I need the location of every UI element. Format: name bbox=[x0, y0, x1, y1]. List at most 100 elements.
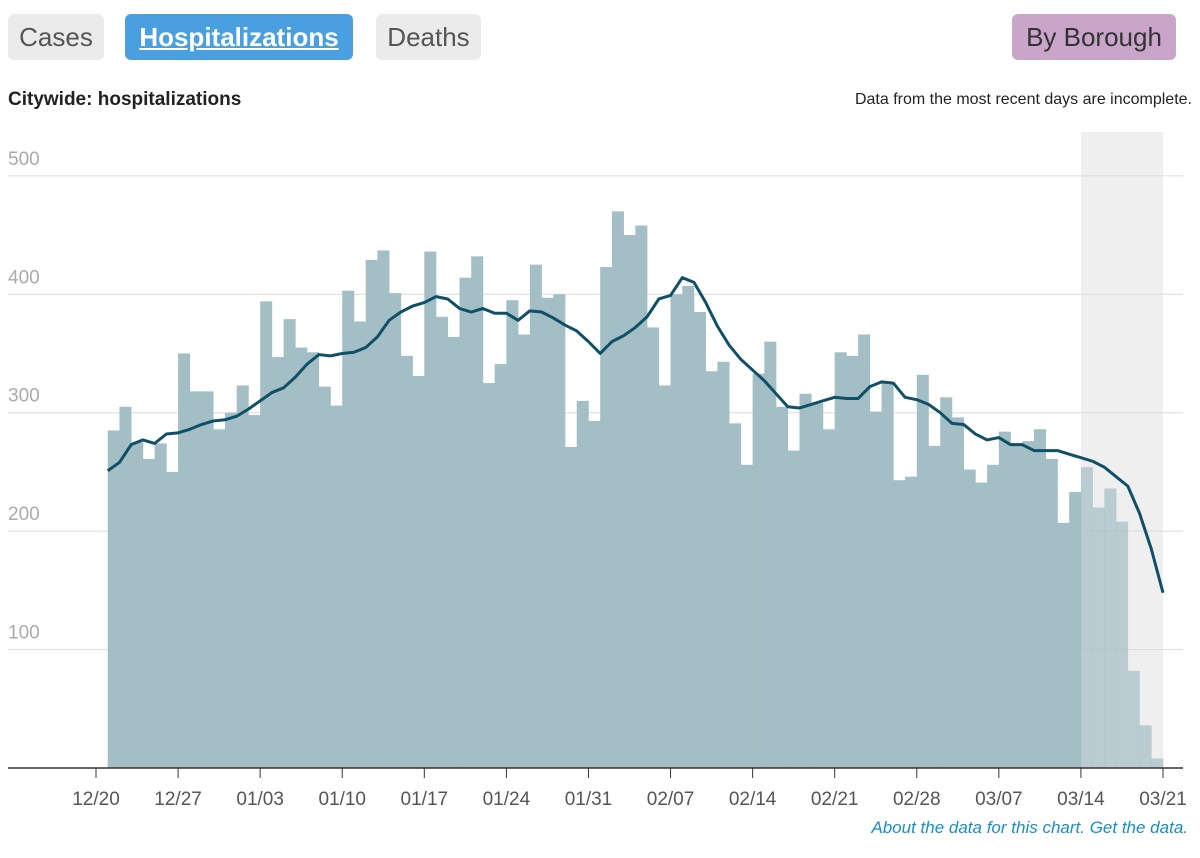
bar bbox=[940, 397, 953, 768]
bar bbox=[893, 480, 906, 768]
x-tick-label: 01/24 bbox=[483, 789, 531, 810]
tab-cases[interactable]: Cases bbox=[8, 14, 104, 60]
bar bbox=[869, 411, 882, 768]
bar bbox=[131, 442, 144, 768]
bar bbox=[471, 256, 484, 768]
bar bbox=[998, 431, 1011, 768]
bar bbox=[1057, 522, 1070, 768]
bar bbox=[1022, 441, 1035, 768]
bar bbox=[1127, 670, 1140, 768]
bar bbox=[307, 352, 320, 768]
bar bbox=[846, 355, 859, 768]
bar bbox=[224, 412, 238, 768]
bar bbox=[271, 357, 284, 768]
bar bbox=[1104, 488, 1117, 768]
bar bbox=[928, 445, 941, 768]
bar bbox=[342, 290, 355, 768]
bar bbox=[600, 267, 613, 768]
bar bbox=[611, 211, 624, 769]
chart-title: Citywide: hospitalizations bbox=[8, 89, 242, 110]
x-tick-label: 12/27 bbox=[154, 789, 202, 810]
bar bbox=[260, 301, 273, 768]
bar bbox=[436, 316, 449, 768]
bar bbox=[1069, 492, 1082, 768]
x-tick-label: 03/14 bbox=[1057, 789, 1105, 810]
bar bbox=[565, 447, 578, 768]
bar bbox=[353, 321, 366, 768]
link[interactable]: Get the data. bbox=[1089, 818, 1188, 837]
bar bbox=[740, 464, 753, 768]
bar bbox=[1034, 429, 1047, 768]
bar bbox=[729, 423, 742, 768]
borough-button[interactable]: By Borough bbox=[1012, 14, 1176, 60]
tab-hospitalizations[interactable]: Hospitalizations bbox=[125, 14, 353, 60]
bar bbox=[811, 403, 824, 768]
bar bbox=[834, 352, 847, 768]
bar bbox=[236, 385, 249, 768]
bar bbox=[365, 259, 378, 768]
x-tick-label: 12/20 bbox=[72, 789, 120, 810]
bar bbox=[447, 336, 460, 768]
bar bbox=[107, 430, 120, 768]
bar bbox=[424, 251, 437, 768]
bar bbox=[623, 235, 636, 768]
bar bbox=[1139, 725, 1152, 768]
bar bbox=[975, 482, 988, 768]
tab-deaths[interactable]: Deaths bbox=[376, 14, 481, 60]
bar bbox=[295, 347, 308, 768]
bar bbox=[787, 450, 800, 768]
bar bbox=[705, 371, 718, 768]
bar bbox=[693, 312, 707, 768]
bar bbox=[717, 361, 730, 768]
bar bbox=[1116, 521, 1129, 768]
x-tick-label: 03/21 bbox=[1139, 789, 1187, 810]
bar bbox=[658, 385, 671, 768]
y-tick-label: 100 bbox=[8, 623, 40, 644]
bar bbox=[389, 293, 402, 768]
bar bbox=[459, 277, 472, 768]
bar bbox=[951, 417, 964, 768]
bar bbox=[330, 405, 343, 768]
bar bbox=[412, 375, 425, 768]
bar bbox=[963, 469, 976, 768]
bar bbox=[553, 294, 566, 768]
bar bbox=[635, 225, 648, 769]
y-tick-label: 300 bbox=[8, 386, 40, 407]
bar bbox=[776, 406, 789, 768]
bar bbox=[752, 373, 765, 768]
bar bbox=[799, 393, 812, 768]
bar bbox=[905, 476, 918, 768]
bar bbox=[154, 443, 167, 768]
bar bbox=[248, 415, 261, 768]
x-tick-label: 02/07 bbox=[647, 789, 695, 810]
footer: About the data for this chart. Get the d… bbox=[871, 818, 1188, 838]
bar bbox=[178, 353, 191, 768]
bar bbox=[987, 464, 1000, 768]
bar bbox=[1080, 467, 1093, 768]
link[interactable]: About the data for this chart. bbox=[871, 818, 1085, 837]
x-tick-label: 02/28 bbox=[893, 789, 941, 810]
bar bbox=[916, 374, 929, 768]
y-tick-label: 400 bbox=[8, 267, 40, 288]
bar bbox=[166, 471, 179, 768]
bar bbox=[518, 334, 531, 768]
x-tick-label: 01/17 bbox=[401, 789, 449, 810]
bar bbox=[119, 406, 132, 768]
bar bbox=[822, 429, 835, 768]
bar bbox=[588, 420, 601, 768]
x-tick-label: 02/14 bbox=[729, 789, 777, 810]
bar bbox=[494, 364, 507, 768]
bar bbox=[647, 327, 660, 768]
bar bbox=[318, 386, 331, 768]
bar bbox=[1045, 458, 1058, 768]
x-tick-label: 02/21 bbox=[811, 789, 859, 810]
x-tick-label: 03/07 bbox=[975, 789, 1023, 810]
bar bbox=[670, 294, 683, 768]
bar bbox=[541, 297, 554, 768]
bar bbox=[377, 250, 390, 768]
x-tick-label: 01/31 bbox=[565, 789, 613, 810]
x-tick-label: 01/03 bbox=[236, 789, 284, 810]
bar bbox=[201, 391, 214, 768]
